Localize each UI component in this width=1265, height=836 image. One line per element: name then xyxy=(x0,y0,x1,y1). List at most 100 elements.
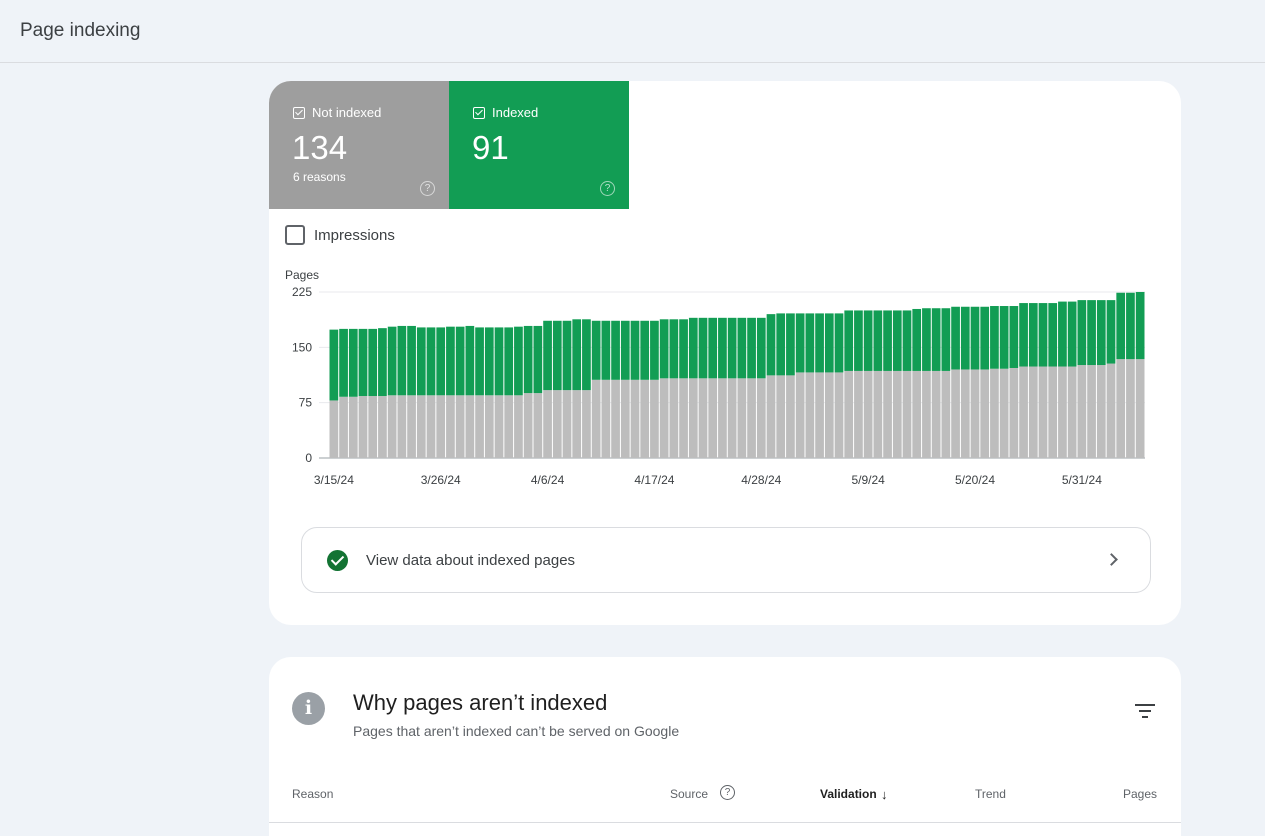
sort-arrow-down-icon[interactable]: ↓ xyxy=(881,787,888,802)
impressions-label: Impressions xyxy=(314,227,395,244)
not-indexed-count: 134 xyxy=(292,129,348,166)
column-header-source[interactable]: Source xyxy=(670,787,709,801)
bar-not-indexed xyxy=(1028,366,1038,458)
indexed-tile[interactable]: Indexed 91 ? xyxy=(449,81,629,209)
x-tick-label: 5/31/24 xyxy=(1062,473,1102,487)
not-indexed-tile[interactable]: Not indexed 134 6 reasons ? xyxy=(269,81,449,209)
bar-indexed xyxy=(931,308,941,371)
bar-not-indexed xyxy=(805,372,815,458)
bar-indexed xyxy=(980,306,990,370)
bar-indexed xyxy=(397,325,407,396)
bar-indexed xyxy=(1067,301,1077,367)
column-header-validation[interactable]: Validation xyxy=(820,787,877,801)
bar-not-indexed xyxy=(475,395,484,458)
bar-not-indexed xyxy=(834,372,844,458)
indexed-label: Indexed xyxy=(492,105,539,120)
bar-not-indexed xyxy=(892,370,902,458)
bar-not-indexed xyxy=(970,369,980,458)
bar-not-indexed xyxy=(1096,365,1106,458)
bar-indexed xyxy=(650,320,659,380)
column-header-pages[interactable]: Pages xyxy=(1123,787,1158,801)
bar-indexed xyxy=(455,326,465,396)
bar-not-indexed xyxy=(611,379,620,458)
chevron-right-icon xyxy=(1105,553,1118,566)
bar-indexed xyxy=(426,327,436,396)
view-indexed-pages-link[interactable]: View data about indexed pages xyxy=(301,527,1151,593)
checkbox-checked-icon[interactable] xyxy=(473,107,485,119)
bar-not-indexed xyxy=(1009,367,1019,458)
column-header-trend[interactable]: Trend xyxy=(975,787,1006,801)
bar-indexed xyxy=(922,308,931,371)
bar-indexed xyxy=(883,310,892,371)
bar-indexed xyxy=(640,320,650,380)
x-tick-label: 3/26/24 xyxy=(421,473,461,487)
bar-not-indexed xyxy=(533,393,543,458)
bar-not-indexed xyxy=(669,378,679,458)
bar-not-indexed xyxy=(339,396,348,458)
bar-not-indexed xyxy=(990,368,999,458)
bar-indexed xyxy=(475,327,484,396)
not-indexed-label: Not indexed xyxy=(312,105,382,120)
bar-indexed xyxy=(756,317,766,379)
bar-not-indexed xyxy=(659,378,669,458)
bar-indexed xyxy=(747,317,756,379)
bar-not-indexed xyxy=(1048,366,1058,458)
bar-indexed xyxy=(951,306,960,370)
bar-not-indexed xyxy=(1126,359,1135,458)
y-tick-label: 75 xyxy=(299,396,313,410)
bar-indexed xyxy=(562,320,572,391)
bar-indexed xyxy=(679,319,688,379)
bar-indexed xyxy=(601,320,611,380)
bar-not-indexed xyxy=(1106,363,1116,458)
bar-indexed xyxy=(844,310,854,371)
bar-not-indexed xyxy=(941,370,951,458)
bar-not-indexed xyxy=(368,396,378,458)
column-header-reason[interactable]: Reason xyxy=(292,787,334,801)
pages-chart: Pages 0 75 150 225 3/15/24 3/26/24 4/6/24 4/17/2… xyxy=(285,268,1145,487)
bar-indexed xyxy=(960,306,970,370)
bar-not-indexed xyxy=(980,369,990,458)
bar-not-indexed xyxy=(1077,365,1087,458)
help-icon[interactable]: ? xyxy=(420,181,435,196)
y-axis-label: Pages xyxy=(285,268,319,282)
bar-not-indexed xyxy=(591,379,601,458)
bar-indexed xyxy=(523,325,533,394)
bar-indexed xyxy=(504,327,514,396)
bar-not-indexed xyxy=(348,396,358,458)
info-icon: i xyxy=(292,692,325,725)
help-icon[interactable]: ? xyxy=(720,785,735,800)
bar-indexed xyxy=(815,313,824,373)
bar-indexed xyxy=(863,310,873,371)
bar-not-indexed xyxy=(698,378,708,458)
bar-not-indexed xyxy=(1087,365,1096,458)
bar-not-indexed xyxy=(854,370,863,458)
bar-indexed xyxy=(1028,303,1038,367)
indexing-summary-card: Not indexed 134 6 reasons ? Indexed 91 ?… xyxy=(269,81,1181,625)
bar-indexed xyxy=(698,317,708,379)
impressions-checkbox[interactable] xyxy=(285,225,305,245)
bar-indexed xyxy=(659,319,669,379)
help-icon[interactable]: ? xyxy=(600,181,615,196)
bar-not-indexed xyxy=(397,395,407,458)
checkbox-checked-icon[interactable] xyxy=(293,107,305,119)
bar-not-indexed xyxy=(776,375,786,458)
bar-indexed xyxy=(766,314,776,376)
table-divider xyxy=(269,822,1181,823)
bar-indexed xyxy=(786,313,795,376)
bar-not-indexed xyxy=(484,395,494,458)
bar-not-indexed xyxy=(902,370,912,458)
bar-not-indexed xyxy=(863,370,873,458)
bar-not-indexed xyxy=(931,370,941,458)
bar-indexed xyxy=(824,313,834,373)
page-title: Page indexing xyxy=(20,20,141,41)
bar-indexed xyxy=(582,319,591,391)
bar-not-indexed xyxy=(582,390,591,458)
bar-indexed xyxy=(795,313,805,373)
bar-not-indexed xyxy=(1116,359,1126,458)
bar-indexed xyxy=(776,313,786,376)
bar-indexed xyxy=(552,320,562,391)
bar-not-indexed xyxy=(1058,366,1067,458)
filter-icon[interactable] xyxy=(1135,704,1155,718)
bar-not-indexed xyxy=(727,378,737,458)
bar-not-indexed xyxy=(446,395,455,458)
